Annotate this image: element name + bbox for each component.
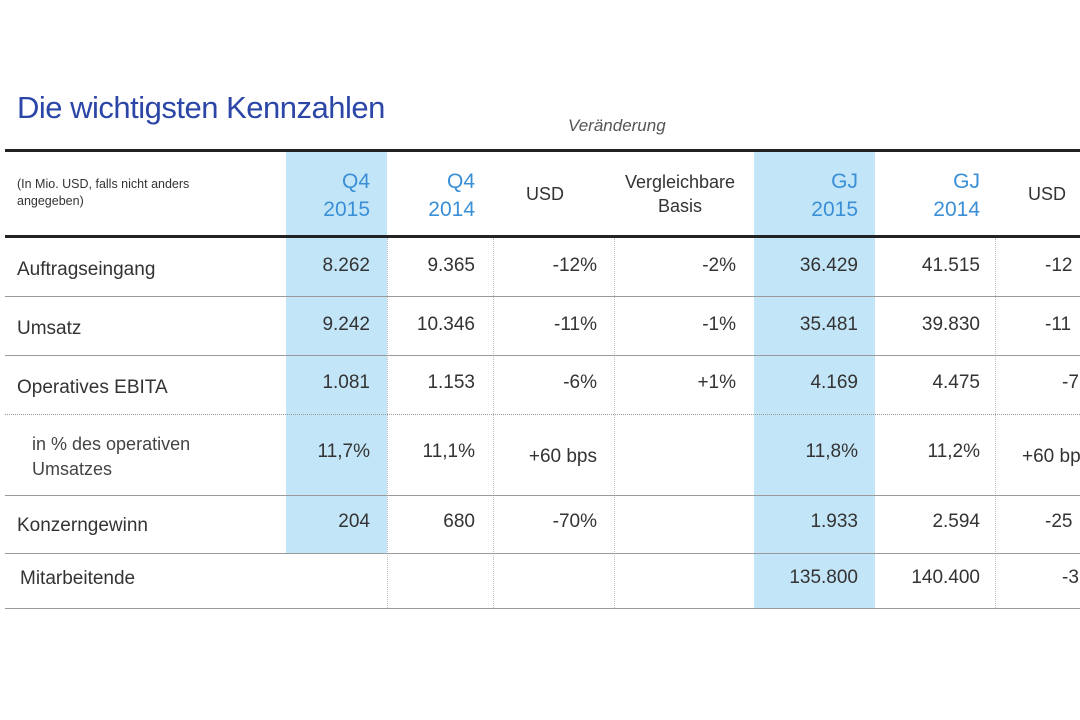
cell-gj-2015: 4.169 — [810, 372, 858, 393]
cell-gj-2014: 39.830 — [921, 314, 980, 335]
header-bottom-rule — [5, 235, 1080, 238]
cell-vergleichbar: -2% — [702, 255, 736, 276]
highlight-q4-2015 — [286, 152, 387, 554]
cell-usd-gj: -25 — [1045, 511, 1073, 532]
cell-usd-gj: -3 — [1062, 567, 1079, 588]
row-divider — [5, 355, 1080, 356]
unit-note: (In Mio. USD, falls nicht anders angegeb… — [17, 177, 190, 208]
column-header-usd-gj: USD — [1028, 184, 1067, 204]
cell-vergleichbar: -1% — [702, 314, 736, 335]
column-separator — [387, 238, 388, 608]
column-header-vergleichbare-basis: Vergleichbare Basis — [624, 172, 736, 216]
cell-q4-2014: 9.365 — [427, 255, 475, 276]
column-separator — [614, 238, 615, 608]
cell-gj-2014: 2.594 — [932, 511, 980, 532]
cell-usd-gj: -12 — [1045, 255, 1073, 276]
cell-usd-gj: -11 — [1045, 314, 1072, 335]
cell-q4-2014: 1.153 — [427, 372, 475, 393]
cell-gj-2014: 41.515 — [921, 255, 980, 276]
row-label: Operatives EBITA — [17, 377, 168, 398]
column-separator — [493, 238, 494, 608]
row-label: Umsatz — [17, 318, 82, 339]
cell-q4-2015: 11,7% — [317, 441, 370, 462]
cell-q4-2014: 680 — [443, 511, 475, 532]
column-header-q4-2015: Q4 2015 — [323, 170, 370, 221]
cell-q4-2015: 1.081 — [322, 372, 370, 393]
column-header-gj-2015: GJ 2015 — [811, 170, 858, 221]
cell-usd: -11% — [554, 314, 597, 335]
cell-q4-2015: 204 — [338, 511, 370, 532]
cell-gj-2014: 11,2% — [927, 441, 980, 462]
cell-usd-gj: +60 bp — [1022, 446, 1080, 467]
cell-gj-2014: 4.475 — [932, 372, 980, 393]
row-divider — [5, 495, 1080, 496]
cell-q4-2015: 9.242 — [322, 314, 370, 335]
column-header-q4-2014: Q4 2014 — [428, 170, 475, 221]
row-divider — [5, 414, 1080, 415]
row-divider — [5, 296, 1080, 297]
cell-q4-2014: 11,1% — [422, 441, 475, 462]
row-label: Auftragseingang — [17, 259, 156, 280]
cell-usd-gj: -7 — [1062, 372, 1079, 393]
column-header-usd: USD — [525, 184, 564, 204]
cell-usd: -12% — [552, 255, 597, 276]
column-header-gj-2014: GJ 2014 — [933, 170, 980, 221]
table-bottom-rule — [5, 608, 1080, 609]
cell-usd: -70% — [552, 511, 597, 532]
cell-vergleichbar: +1% — [697, 372, 736, 393]
cell-gj-2015: 36.429 — [799, 255, 858, 276]
cell-q4-2015: 8.262 — [322, 255, 370, 276]
cell-usd: +60 bps — [528, 446, 597, 467]
row-label: Mitarbeitende — [20, 568, 136, 589]
header-top-rule — [5, 149, 1080, 152]
change-heading: Veränderung — [568, 116, 666, 135]
highlight-gj-2015 — [754, 152, 875, 608]
cell-usd: -6% — [563, 372, 597, 393]
row-divider — [5, 553, 1080, 554]
cell-gj-2014: 140.400 — [911, 567, 980, 588]
page-title: Die wichtigsten Kennzahlen — [17, 90, 385, 125]
row-label: Konzerngewinn — [17, 515, 148, 536]
cell-gj-2015: 11,8% — [805, 441, 858, 462]
cell-q4-2014: 10.346 — [416, 314, 475, 335]
cell-gj-2015: 1.933 — [810, 511, 858, 532]
cell-gj-2015: 135.800 — [789, 567, 858, 588]
column-separator — [995, 238, 996, 608]
cell-gj-2015: 35.481 — [799, 314, 858, 335]
row-label-sub: in % des operativen Umsatzes — [32, 434, 191, 479]
